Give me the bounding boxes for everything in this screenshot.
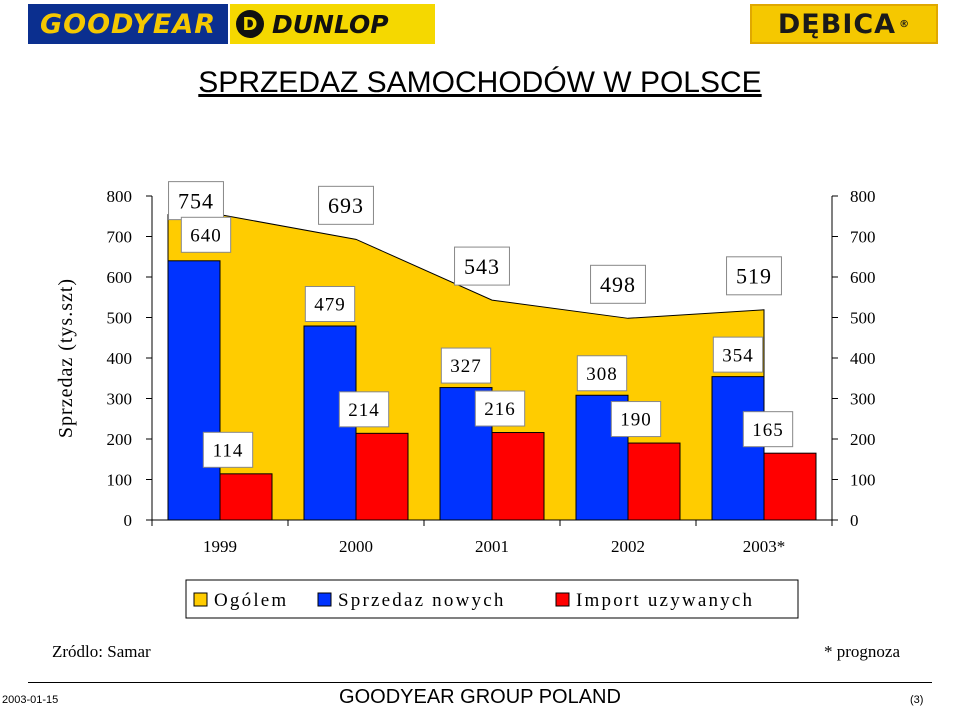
source-note: Zródlo: Samar [52, 642, 151, 661]
y-tick-label-left: 300 [107, 390, 133, 409]
legend [185, 579, 799, 619]
data-label-ogolem: 498 [600, 272, 636, 297]
x-tick-label: 1999 [203, 537, 237, 556]
bar-import-uzywanych [491, 432, 545, 521]
data-label-ogolem: 754 [178, 188, 214, 213]
legend-ogolem-label: Ogólem [214, 590, 288, 611]
bar-import-uzywanych [219, 473, 273, 521]
y-tick-label-left: 700 [107, 228, 133, 247]
goodyear-logo: GOODYEAR [28, 4, 228, 44]
dunlop-d-icon: D [236, 10, 264, 38]
data-label-box [726, 256, 782, 296]
legend-import-uzywanych-label: Import uzywanych [576, 590, 754, 611]
page-title: SPRZEDAZ SAMOCHODÓW W POLSCE [198, 66, 762, 99]
y-tick-label-left: 200 [107, 430, 133, 449]
data-label-import: 216 [484, 399, 516, 420]
data-label-box [202, 431, 254, 468]
y-tick-label-right: 800 [850, 187, 876, 206]
legend-sprzedaz-nowych-label: Sprzedaz nowych [338, 590, 506, 611]
data-label-box [576, 355, 628, 392]
data-label-box [610, 401, 662, 438]
y-tick-label-left: 100 [107, 471, 133, 490]
data-label-nowych: 327 [450, 356, 482, 377]
legend-import-uzywanych-swatch [555, 592, 570, 607]
x-tick-label: 2003* [743, 537, 786, 556]
y-tick-label-right: 500 [850, 309, 876, 328]
data-label-box [318, 185, 374, 225]
x-tick-label: 2000 [339, 537, 373, 556]
data-label-ogolem: 693 [328, 193, 364, 218]
data-label-nowych: 308 [586, 364, 618, 385]
data-label-box [304, 286, 356, 323]
data-label-nowych: 479 [314, 295, 346, 316]
data-label-box [440, 347, 492, 384]
dunlop-logo: D DUNLOP [230, 4, 435, 44]
footer-company: GOODYEAR GROUP POLAND [339, 686, 621, 708]
page-number: (3) [910, 694, 924, 706]
x-tick-label: 2001 [475, 537, 509, 556]
data-label-import: 214 [348, 400, 380, 421]
bar-import-uzywanych [627, 442, 681, 521]
y-tick-label-left: 800 [107, 187, 133, 206]
data-label-box [338, 391, 390, 428]
legend-sprzedaz-nowych-swatch [317, 592, 332, 607]
data-label-box [454, 246, 510, 286]
y-tick-label-right: 200 [850, 430, 876, 449]
data-label-box [474, 390, 526, 427]
data-label-box [180, 216, 232, 253]
data-label-nowych: 354 [722, 345, 754, 366]
data-label-box [742, 411, 794, 448]
y-tick-label-right: 0 [850, 511, 859, 530]
data-label-box [590, 264, 646, 304]
y-tick-label-left: 0 [124, 511, 133, 530]
sales-chart: 0 0 100 100 200 200 300 300 400 400 500 500 600 600 70… [55, 181, 876, 619]
bar-sprzedaz-nowych [711, 376, 765, 521]
data-label-ogolem: 543 [464, 254, 500, 279]
y-tick-label-right: 700 [850, 228, 876, 247]
footer-date: 2003-01-15 [2, 694, 59, 706]
y-tick-label-right: 400 [850, 349, 876, 368]
footer-divider [28, 682, 932, 683]
data-label-import: 165 [752, 420, 784, 441]
bar-sprzedaz-nowych [167, 260, 221, 521]
data-label-import: 190 [620, 410, 652, 431]
y-tick-label-right: 300 [850, 390, 876, 409]
x-tick-label: 2002 [611, 537, 645, 556]
y-tick-label-left: 400 [107, 349, 133, 368]
bar-import-uzywanych [763, 452, 817, 521]
data-label-box [168, 181, 224, 221]
y-tick-label-left: 500 [107, 309, 133, 328]
data-label-box [712, 336, 764, 373]
y-tick-label-right: 600 [850, 268, 876, 287]
forecast-note: * prognoza [824, 642, 901, 661]
debica-logo: DĘBICA ® [750, 4, 938, 44]
bar-import-uzywanych [355, 432, 409, 521]
data-label-ogolem: 519 [736, 264, 772, 289]
y-axis-label: Sprzedaz (tys.szt) [55, 278, 77, 438]
data-label-import: 114 [213, 440, 244, 461]
y-tick-label-left: 600 [107, 268, 133, 287]
legend-ogolem-swatch [193, 592, 208, 607]
data-label-nowych: 640 [190, 225, 222, 246]
y-tick-label-right: 100 [850, 471, 876, 490]
